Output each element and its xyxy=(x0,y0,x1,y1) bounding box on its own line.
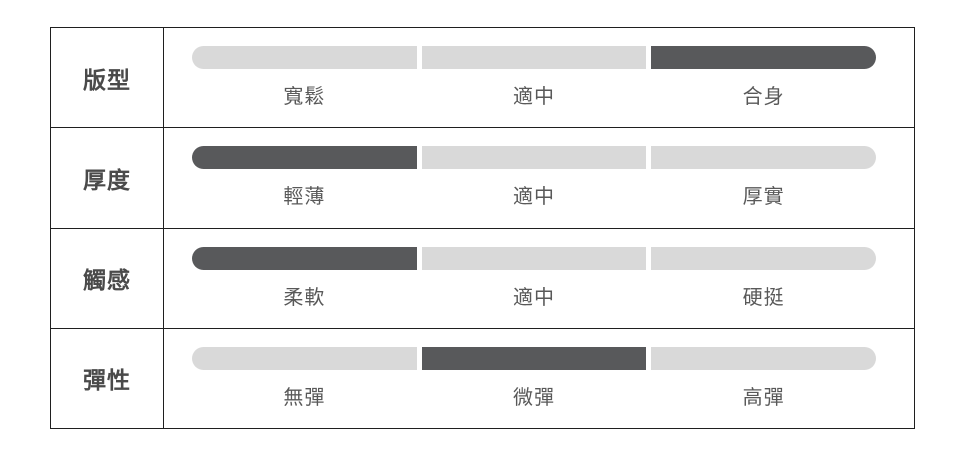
row-content: 無彈 微彈 高彈 xyxy=(164,329,914,428)
scale-labels: 無彈 微彈 高彈 xyxy=(192,381,876,410)
table-row-thickness: 厚度 輕薄 適中 厚實 xyxy=(51,128,914,229)
row-content: 輕薄 適中 厚實 xyxy=(164,128,914,227)
scale-segment xyxy=(651,346,877,370)
scale-segment xyxy=(651,146,877,170)
scale-bar-elasticity xyxy=(192,346,877,370)
scale-option-label: 適中 xyxy=(513,186,555,209)
scale-segment xyxy=(192,46,417,70)
scale-labels: 柔軟 適中 硬挺 xyxy=(192,281,876,310)
scale-option-label: 合身 xyxy=(742,86,785,109)
scale-segment xyxy=(421,246,647,270)
scale-option-label: 柔軟 xyxy=(283,286,326,309)
scale-option-label: 厚實 xyxy=(742,186,785,209)
scale-segment xyxy=(421,46,647,70)
scale-segment-selected xyxy=(192,146,417,170)
scale-option-label: 無彈 xyxy=(283,386,326,409)
scale-option-label: 高彈 xyxy=(742,386,785,409)
scale-segment xyxy=(651,246,877,270)
row-header-elasticity: 彈性 xyxy=(51,328,164,428)
row-content: 寬鬆 適中 合身 xyxy=(164,28,914,127)
row-content: 柔軟 適中 硬挺 xyxy=(164,229,914,328)
table-row-elasticity: 彈性 無彈 微彈 高彈 xyxy=(51,328,914,428)
scale-labels: 輕薄 適中 厚實 xyxy=(192,180,876,209)
scale-bar-thickness xyxy=(192,146,877,170)
scale-segment xyxy=(421,146,647,170)
row-header-texture: 觸感 xyxy=(51,228,164,328)
scale-labels: 寬鬆 適中 合身 xyxy=(192,80,876,109)
scale-option-label: 硬挺 xyxy=(742,286,785,309)
product-spec-table: 版型 寬鬆 適中 合身 厚度 xyxy=(50,27,915,429)
scale-segment-selected xyxy=(192,246,417,270)
row-header-thickness: 厚度 xyxy=(51,128,164,228)
scale-segment xyxy=(192,346,417,370)
table-row-texture: 觸感 柔軟 適中 硬挺 xyxy=(51,228,914,329)
scale-option-label: 適中 xyxy=(513,86,555,109)
scale-bar-fit xyxy=(192,46,877,70)
scale-segment-selected xyxy=(651,46,877,70)
scale-option-label: 微彈 xyxy=(513,386,555,409)
scale-option-label: 適中 xyxy=(513,286,555,309)
scale-option-label: 寬鬆 xyxy=(283,86,326,109)
scale-segment-selected xyxy=(421,346,647,370)
row-header-fit: 版型 xyxy=(51,28,164,128)
table-row-fit: 版型 寬鬆 適中 合身 xyxy=(51,28,914,129)
scale-bar-texture xyxy=(192,246,877,270)
scale-option-label: 輕薄 xyxy=(283,186,326,209)
